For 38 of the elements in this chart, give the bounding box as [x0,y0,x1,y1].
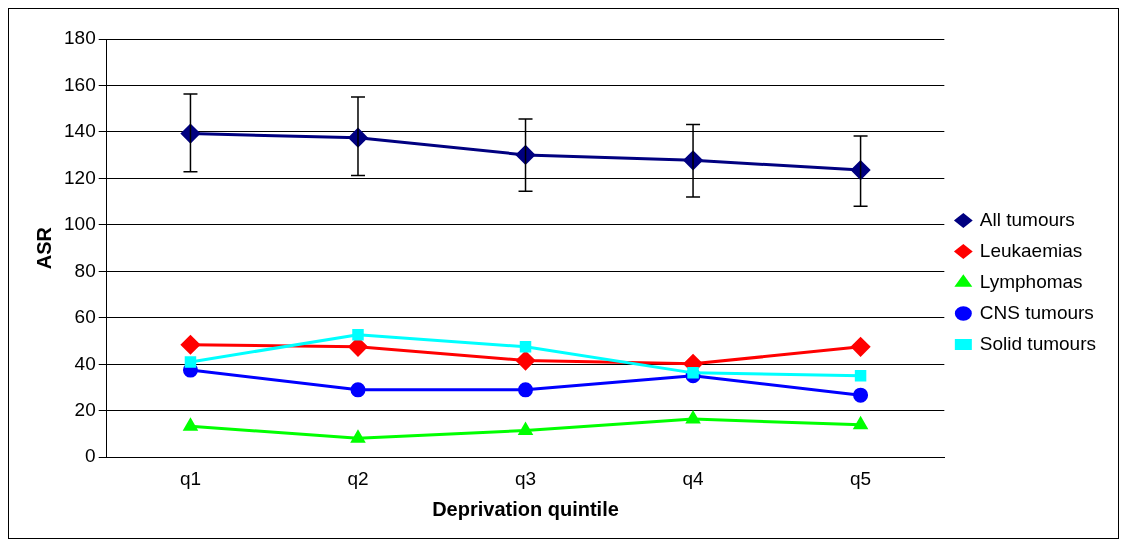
y-tick-label: 160 [64,73,96,95]
point [516,351,536,371]
y-tick-label: 100 [64,213,96,235]
y-tick-label: 120 [64,166,96,188]
legend-label: Solid tumours [979,332,1097,354]
y-tick-label: 40 [74,352,96,374]
x-tick-label: q3 [514,467,537,489]
x-tick-label: q4 [682,467,705,489]
point [352,329,364,341]
y-axis-title: ASR [32,226,55,270]
x-axis-title: Deprivation quintile [432,497,619,520]
point [851,337,871,357]
point [853,387,869,403]
point [184,356,197,368]
point [180,335,200,355]
y-tick-label: 0 [85,445,96,467]
point [518,382,534,398]
point [686,411,700,424]
point [854,369,867,382]
legend-label: Leukaemias [979,239,1083,261]
x-tick-label: q5 [850,467,872,489]
point [518,422,533,435]
point [350,382,366,398]
point [853,417,868,430]
point [351,430,365,443]
y-tick-label: 60 [74,306,96,328]
point [183,418,198,431]
legend-label: CNS tumours [979,301,1094,323]
x-tick-label: q1 [179,467,202,489]
point [519,341,532,353]
y-tick-label: 20 [74,398,96,420]
y-tick-label: 180 [64,27,96,49]
x-tick-label: q2 [347,467,369,489]
y-tick-label: 140 [64,120,96,142]
point [687,367,699,379]
y-tick-label: 80 [74,259,96,281]
legend-label: All tumours [979,208,1075,230]
legend-label: Lymphomas [979,270,1083,292]
